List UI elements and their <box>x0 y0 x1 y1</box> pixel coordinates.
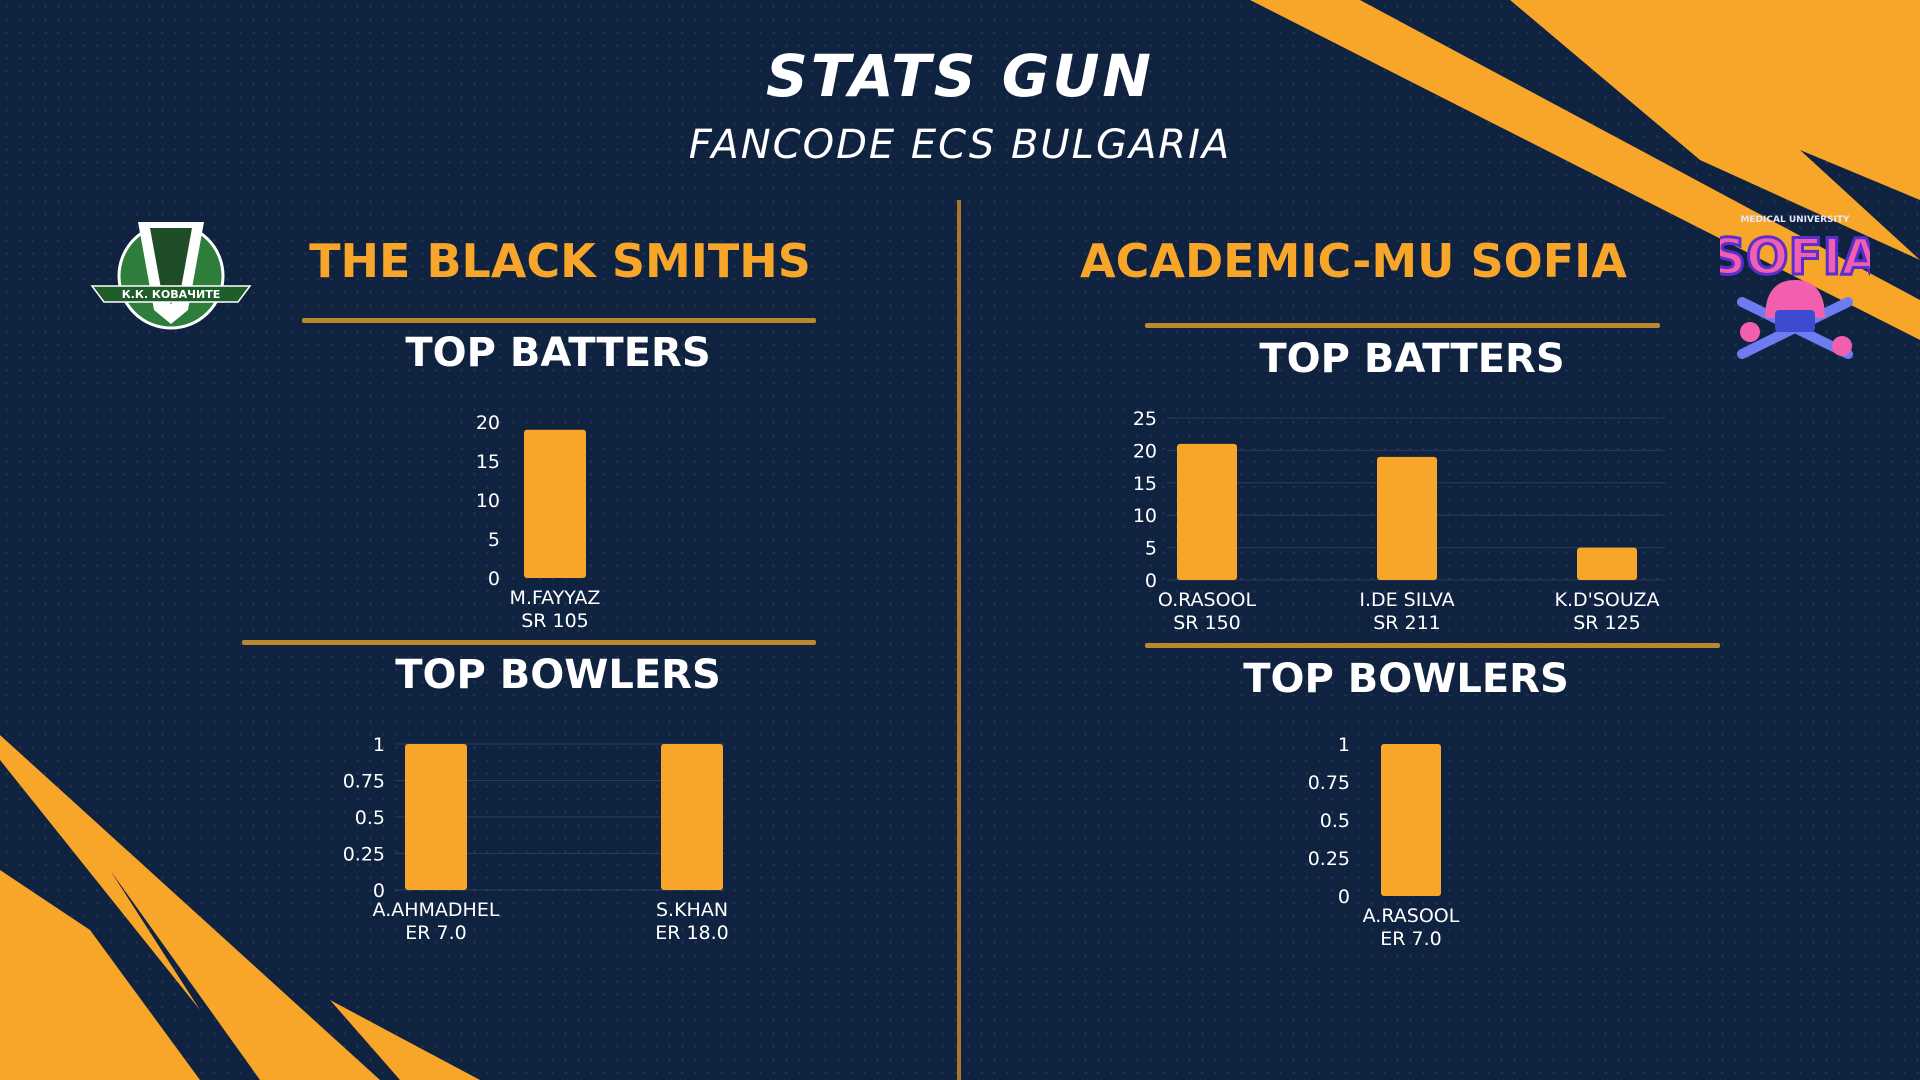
x-tick-label: K.D'SOUZA <box>1555 589 1660 611</box>
x-tick-label: A.RASOOL <box>1363 905 1460 927</box>
x-tick-sublabel: SR 211 <box>1373 612 1441 634</box>
right-team-name: ACADEMIC-MU SOFIA <box>1080 234 1627 288</box>
black-smiths-logo-text: К.К. КОВАЧИТЕ <box>122 288 221 301</box>
bottom-left-streak-2 <box>0 870 200 1080</box>
academic-logo-text: SOFIA <box>1720 228 1870 286</box>
x-tick-label: M.FAYYAZ <box>510 587 601 609</box>
x-tick-sublabel: SR 125 <box>1573 612 1641 634</box>
y-tick-label: 15 <box>1133 473 1157 495</box>
y-tick-label: 1 <box>373 734 385 756</box>
bar-0 <box>1381 744 1441 896</box>
academic-mu-sofia-logo: MEDICAL UNIVERSITY SOFIA <box>1720 215 1870 359</box>
y-tick-label: 0.25 <box>343 844 385 866</box>
y-tick-label: 20 <box>1133 440 1157 462</box>
left-batters-title: TOP BATTERS <box>405 330 711 376</box>
bar-1 <box>1377 456 1437 580</box>
bar-0 <box>405 744 467 890</box>
y-tick-label: 0.75 <box>343 771 385 793</box>
y-tick-label: 0 <box>1145 570 1157 592</box>
bar-0 <box>524 429 586 578</box>
y-tick-label: 10 <box>476 490 500 512</box>
left-bowlers-title: TOP BOWLERS <box>395 652 721 698</box>
y-tick-label: 0.75 <box>1308 772 1350 794</box>
bottom-left-streak-3 <box>330 1000 480 1080</box>
y-tick-label: 0 <box>1338 886 1350 908</box>
x-tick-label: S.KHAN <box>656 899 728 921</box>
page-title: STATS GUN <box>766 42 1154 110</box>
page-subtitle: FANCODE ECS BULGARIA <box>688 122 1232 168</box>
y-tick-label: 5 <box>1145 538 1157 560</box>
right-batters-title: TOP BATTERS <box>1259 336 1565 382</box>
bottom-left-streak <box>0 735 380 1080</box>
bar-2 <box>1577 547 1637 580</box>
y-tick-label: 0 <box>373 880 385 902</box>
bar-1 <box>661 744 723 890</box>
top-right-streak <box>1250 0 1920 340</box>
black-smiths-logo: К.К. КОВАЧИТЕ <box>90 222 252 330</box>
x-tick-label: O.RASOOL <box>1158 589 1257 611</box>
x-tick-sublabel: ER 7.0 <box>405 922 466 944</box>
x-tick-sublabel: ER 18.0 <box>655 922 729 944</box>
left-team-name: THE BLACK SMITHS <box>309 234 811 288</box>
y-tick-label: 1 <box>1338 734 1350 756</box>
left-bottom-rule <box>242 640 816 645</box>
academic-logo-subtext: MEDICAL UNIVERSITY <box>1740 215 1850 225</box>
right-bowlers-title: TOP BOWLERS <box>1243 656 1569 702</box>
right-bottom-rule <box>1145 643 1720 648</box>
y-tick-label: 15 <box>476 451 500 473</box>
y-tick-label: 0.25 <box>1308 848 1350 870</box>
y-tick-label: 5 <box>488 529 500 551</box>
top-right-streak-2 <box>1510 0 1920 260</box>
y-tick-label: 0 <box>488 568 500 590</box>
x-tick-sublabel: SR 105 <box>521 610 589 632</box>
x-tick-label: A.AHMADHEL <box>373 899 500 921</box>
y-tick-label: 0.5 <box>355 807 385 829</box>
y-tick-label: 25 <box>1133 408 1157 430</box>
right-team-rule <box>1145 323 1660 328</box>
y-tick-label: 10 <box>1133 505 1157 527</box>
y-tick-label: 0.5 <box>1320 810 1350 832</box>
center-divider <box>957 200 961 1080</box>
left-team-rule <box>302 318 816 323</box>
x-tick-label: I.DE SILVA <box>1359 589 1454 611</box>
y-tick-label: 20 <box>476 412 500 434</box>
bar-0 <box>1177 443 1237 580</box>
x-tick-sublabel: ER 7.0 <box>1380 928 1441 950</box>
x-tick-sublabel: SR 150 <box>1173 612 1241 634</box>
